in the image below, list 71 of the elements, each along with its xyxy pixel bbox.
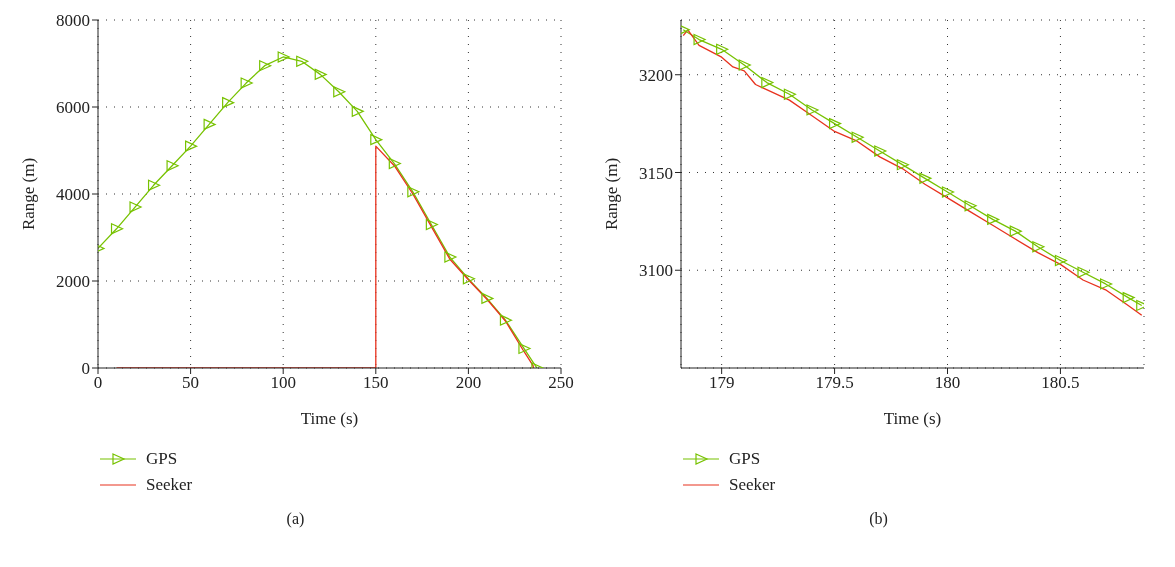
x-tick-label: 200: [455, 373, 482, 393]
legend-label: Seeker: [146, 474, 193, 496]
y-tick-label: 6000: [56, 98, 90, 118]
y-tick-label: 3150: [639, 163, 673, 183]
x-tick-label: 180: [934, 373, 961, 393]
y-tick-label: 2000: [56, 272, 90, 292]
point: [716, 43, 729, 55]
legend-label: GPS: [729, 448, 761, 470]
x-axis-title: Time (s): [300, 409, 359, 428]
x-tick-label: 50: [182, 373, 200, 393]
y-tick-label: 0: [81, 359, 90, 379]
x-tick-label: 179.5: [815, 373, 854, 393]
point: [222, 97, 235, 109]
point: [407, 186, 420, 198]
y-axis-title: Range (m): [19, 157, 39, 231]
point: [783, 88, 797, 100]
y-tick-label: 3100: [639, 261, 673, 281]
x-tick-label: 150: [363, 373, 389, 393]
x-tick-label: 0: [93, 373, 103, 393]
x-tick-label: 179: [708, 373, 735, 393]
point: [874, 145, 887, 157]
point: [761, 76, 774, 89]
point: [1100, 278, 1113, 290]
text: (a): [285, 510, 306, 528]
point: [1122, 292, 1135, 304]
point: [1077, 266, 1090, 278]
point: [1054, 254, 1068, 267]
point: [964, 200, 977, 212]
point: [896, 159, 909, 171]
point: [1009, 225, 1022, 237]
x-tick-label: 100: [270, 373, 296, 393]
legend-label: Seeker: [729, 474, 776, 496]
point: [277, 51, 290, 63]
point: [462, 273, 475, 285]
x-tick-label: 180.5: [1041, 373, 1080, 393]
point: [185, 140, 198, 152]
text: (b): [868, 510, 889, 528]
point: [499, 314, 513, 326]
point: [333, 86, 346, 98]
point: [1032, 241, 1045, 253]
y-tick-label: 4000: [56, 185, 90, 205]
x-axis-title: Time (s): [883, 409, 942, 428]
point: [166, 160, 179, 172]
legend-label: GPS: [146, 448, 178, 470]
point: [481, 292, 494, 304]
point: [314, 68, 327, 80]
point: [110, 223, 124, 235]
point: [693, 33, 706, 46]
point: [259, 60, 272, 72]
point: [851, 131, 864, 143]
point: [147, 179, 161, 191]
point: [987, 213, 1000, 226]
point: [518, 342, 531, 355]
point: [203, 118, 216, 130]
point: [370, 134, 383, 146]
point: [806, 104, 819, 116]
point: [240, 77, 253, 89]
point: [388, 157, 401, 170]
point: [941, 186, 955, 198]
point: [296, 55, 309, 67]
point: [828, 118, 842, 130]
point: [919, 172, 932, 184]
x-tick-label: 250: [548, 373, 574, 393]
y-tick-label: 8000: [56, 11, 90, 31]
y-tick-label: 3200: [639, 65, 673, 85]
point: [351, 105, 364, 117]
point: [444, 251, 457, 263]
point: [738, 59, 751, 71]
point: [129, 201, 142, 213]
y-axis-title: Range (m): [602, 157, 622, 231]
point: [425, 218, 438, 231]
